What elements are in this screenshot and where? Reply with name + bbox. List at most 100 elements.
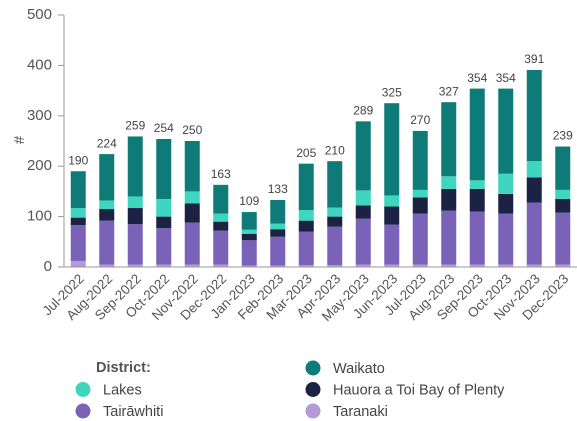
legend-label: Tairāwhiti [103,404,163,420]
total-label: 354 [467,71,487,85]
total-label: 163 [211,167,231,181]
bar-segment [355,121,371,191]
bar-segment [156,198,172,217]
bar-segment [70,208,86,218]
bar-segment [184,203,200,223]
bar-segment [498,193,514,214]
legend-swatch [75,403,91,419]
bar-segment [241,265,257,267]
bar-segment [70,260,86,267]
total-label: 250 [182,123,202,137]
bar-segment [298,264,314,267]
legend-swatch [305,360,321,376]
y-tick-label: 100 [27,208,52,225]
bar-segment [327,161,343,208]
bar-segment [384,195,400,207]
bar-segment [270,223,286,230]
bar-segment [213,184,229,214]
bar-segment [298,220,314,232]
bar-segment [355,218,371,265]
legend-swatch [75,382,91,397]
bar-segment [327,226,343,265]
bar-segment [412,130,428,190]
bar-segment [441,102,457,177]
bar-segment [498,213,514,265]
bar-segment [355,190,371,206]
total-label: 210 [325,143,345,157]
y-axis-title: # [11,135,28,144]
bar-segment [526,161,542,178]
total-label: 109 [239,194,259,208]
total-label: 224 [97,136,117,150]
total-label: 133 [268,182,288,196]
bar-segment [555,264,571,267]
bar-segment [384,224,400,265]
total-label: 190 [68,153,88,167]
bar-segment [355,264,371,267]
bar-segment [555,198,571,213]
total-label: 354 [496,71,516,85]
y-tick-label: 300 [27,107,52,124]
legend-label: Taranaki [333,404,388,420]
legend-swatch [305,403,321,419]
bar-segment [241,240,257,266]
bar-segment [327,264,343,267]
total-label: 259 [125,119,145,133]
bar-segment [298,163,314,211]
bar-segment [127,264,143,267]
bar-segment [270,236,286,266]
y-tick-label: 200 [27,157,52,174]
bar-segment [184,222,200,265]
bar-segment [555,146,571,190]
bar-segment [469,88,485,181]
bar-segment [270,229,286,237]
bar-segment [469,188,485,212]
legend-swatch [305,382,321,397]
y-tick-label: 400 [27,56,52,73]
total-label: 270 [410,113,430,127]
bar-segment [526,69,542,162]
bar-segment [70,171,86,209]
bar-segment [213,264,229,267]
bar-segment [441,264,457,267]
bar-segment [412,189,428,198]
bar-segment [184,191,200,204]
bar-segment [498,88,514,174]
bar-segment [384,206,400,225]
bar-segment [213,221,229,231]
bar-segment [70,225,86,261]
bar-segment [70,217,86,226]
bar-segment [526,264,542,267]
bar-segment [412,197,428,214]
bar-segment [526,177,542,203]
total-label: 391 [524,52,544,66]
bar-segment [469,180,485,189]
bar-segment [270,199,286,224]
bar-segment [99,200,115,210]
bar-segment [469,264,485,267]
bar-segment [99,209,115,221]
bar-segment [555,189,571,199]
bar-segment [270,265,286,267]
bar-segment [298,231,314,265]
total-label: 325 [382,85,402,99]
total-label: 205 [296,146,316,160]
bar-segment [156,264,172,267]
bar-segment [555,212,571,265]
bar-segment [184,141,200,192]
bar-segment [213,213,229,222]
bar-segment [99,220,115,265]
bar-segment [327,207,343,217]
bar-segment [469,211,485,265]
bar-segment [384,103,400,196]
legend-title: District: [96,360,151,376]
bar-segment [412,264,428,267]
bar-segment [127,196,143,209]
total-label: 289 [353,104,373,118]
y-tick-label: 500 [27,6,52,23]
legend-label: Lakes [103,382,142,398]
total-label: 254 [154,121,174,135]
bar-segment [213,230,229,265]
bar-segment [127,224,143,265]
